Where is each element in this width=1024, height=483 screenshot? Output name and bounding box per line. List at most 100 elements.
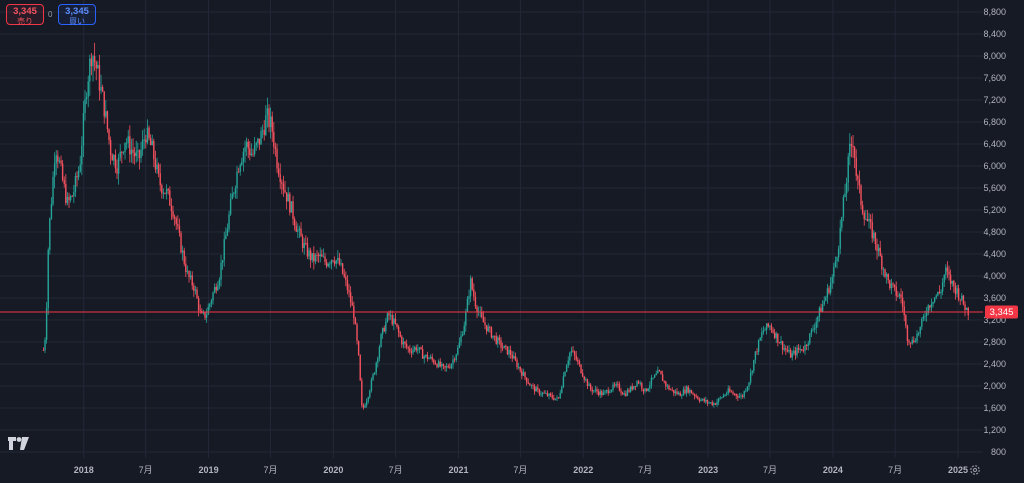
candle-body — [644, 388, 646, 392]
gear-icon[interactable] — [969, 464, 981, 476]
candle-body — [765, 323, 768, 330]
candle — [84, 90, 86, 121]
candle-body — [199, 310, 201, 312]
candle — [242, 148, 245, 172]
candle — [737, 393, 739, 401]
candle — [772, 327, 774, 334]
candle — [855, 149, 857, 181]
candle — [589, 383, 592, 392]
candle-body — [273, 131, 275, 147]
candle — [133, 147, 136, 165]
y-axis[interactable]: 800 1,200 1,600 2,000 2,400 2,800 3,200 3,600 4,… — [983, 7, 1006, 457]
candle-body — [828, 288, 830, 293]
candle-body — [909, 342, 912, 344]
candle — [884, 268, 886, 279]
candle-body — [457, 347, 459, 355]
candle — [106, 110, 109, 133]
x-tick-label: 2023 — [698, 465, 718, 475]
candle-body — [535, 387, 537, 392]
candle-body — [929, 305, 931, 308]
candle — [801, 348, 803, 352]
y-tick-label: 2,400 — [983, 359, 1006, 369]
candle — [605, 389, 608, 394]
candle-body — [274, 146, 277, 149]
candle — [441, 361, 443, 371]
sell-button[interactable]: 3,345 売り — [6, 4, 44, 26]
x-axis[interactable]: 2018 7月 2019 7月 2020 7月 2021 7月 2022 7月 2023 7月 2024… — [74, 465, 968, 475]
candle-body — [671, 389, 673, 391]
candle — [797, 343, 800, 353]
candle — [932, 301, 934, 308]
candle — [557, 397, 560, 399]
candle — [676, 387, 678, 396]
candle — [692, 391, 694, 396]
candle-body — [234, 188, 237, 194]
candle-body — [335, 260, 337, 264]
candle-body — [401, 336, 403, 345]
candle-body — [777, 333, 779, 343]
candle — [713, 401, 715, 408]
candle — [125, 138, 128, 150]
candle-body — [842, 196, 845, 217]
candle — [695, 393, 697, 399]
candle — [581, 369, 584, 378]
candle-body — [188, 271, 190, 278]
tradingview-logo-icon[interactable] — [8, 437, 30, 451]
candle-body — [823, 300, 825, 305]
candle-body — [908, 340, 910, 343]
candle — [834, 256, 837, 268]
candle-body — [193, 285, 195, 291]
candle-body — [548, 393, 550, 396]
candle — [865, 209, 867, 221]
candle-body — [589, 384, 592, 390]
candle-body — [812, 329, 814, 331]
candle — [505, 344, 507, 351]
candle — [127, 129, 129, 148]
candle-body — [271, 116, 273, 132]
candle-body — [385, 321, 387, 332]
candle — [612, 382, 614, 393]
candle — [132, 138, 134, 164]
candle — [191, 271, 193, 290]
candle — [602, 389, 605, 396]
candle — [949, 269, 952, 290]
candle-body — [412, 349, 414, 353]
candle-body — [277, 168, 280, 175]
candle — [831, 274, 833, 289]
candle — [621, 391, 624, 395]
buy-button[interactable]: 3,345 買い — [58, 4, 96, 26]
candle — [764, 327, 766, 331]
candle-body — [516, 360, 518, 368]
candle-body — [682, 389, 685, 396]
candle-body — [202, 312, 205, 314]
x-tick-label: 7月 — [263, 465, 277, 475]
candle-body — [85, 96, 88, 100]
candle — [335, 259, 337, 269]
candle — [341, 262, 344, 275]
candle — [282, 175, 285, 197]
candle — [836, 256, 838, 269]
candle-body — [665, 381, 667, 387]
candle-body — [154, 159, 157, 170]
candle-body — [437, 361, 440, 368]
candle-body — [106, 111, 109, 130]
candle — [700, 397, 702, 402]
candle-body — [849, 143, 851, 157]
candle — [889, 279, 891, 291]
candle-body — [874, 232, 877, 245]
candle — [380, 333, 382, 348]
candle — [821, 300, 824, 313]
candle-body — [260, 131, 262, 145]
candle-body — [162, 192, 165, 194]
candle-body — [343, 273, 345, 277]
candle-body — [930, 304, 933, 308]
candle — [217, 281, 219, 292]
candle-body — [263, 130, 265, 135]
candle-body — [485, 325, 488, 332]
candle — [689, 388, 691, 396]
candle — [260, 127, 262, 145]
candle — [543, 390, 545, 394]
candle — [369, 389, 371, 399]
